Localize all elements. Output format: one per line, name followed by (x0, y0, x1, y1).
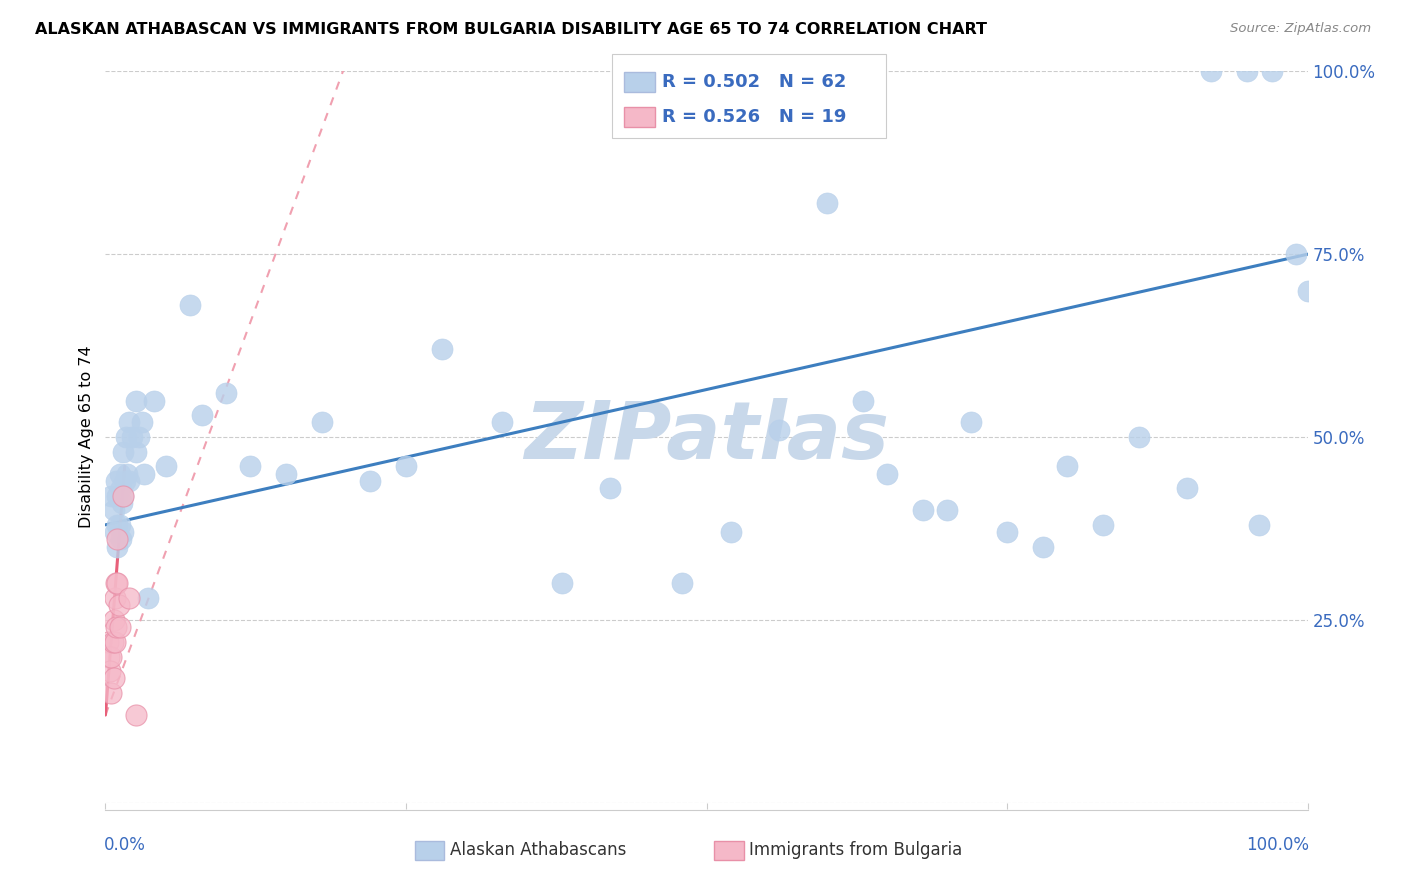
Point (107, 533, 129, 547)
Point (100, 686, 122, 700)
Point (1249, 517, 1271, 532)
Point (491, 416, 513, 430)
Point (100, 649, 122, 664)
Text: R = 0.502   N = 62: R = 0.502 N = 62 (662, 73, 846, 91)
Point (239, 459, 262, 474)
Point (112, 525, 135, 540)
Point (115, 467, 138, 481)
Point (936, 503, 959, 517)
Point (107, 540, 129, 554)
Point (599, 481, 621, 495)
Point (214, 386, 236, 401)
Point (131, 416, 153, 430)
Text: R = 0.526   N = 19: R = 0.526 N = 19 (662, 108, 846, 126)
Point (110, 481, 132, 495)
Point (1092, 517, 1115, 532)
Point (395, 459, 418, 474)
Point (112, 444, 135, 458)
Point (179, 298, 201, 312)
Point (911, 503, 934, 517)
Point (1056, 459, 1078, 474)
Point (1175, 481, 1198, 495)
Point (112, 489, 135, 503)
Point (108, 467, 131, 481)
Point (98, 649, 121, 664)
Point (136, 591, 159, 605)
Point (112, 489, 135, 503)
Point (720, 525, 742, 540)
Point (107, 517, 129, 532)
Text: 0.0%: 0.0% (104, 836, 146, 854)
Point (142, 393, 165, 408)
Text: ZIPatlas: ZIPatlas (524, 398, 889, 476)
Text: Source: ZipAtlas.com: Source: ZipAtlas.com (1230, 22, 1371, 36)
Point (960, 416, 983, 430)
Point (108, 620, 131, 634)
Y-axis label: Disability Age 65 to 74: Disability Age 65 to 74 (79, 346, 94, 528)
Point (103, 503, 125, 517)
Point (103, 672, 125, 686)
Point (115, 430, 138, 444)
Point (124, 708, 146, 723)
Point (111, 496, 134, 510)
Point (155, 459, 177, 474)
Point (104, 591, 127, 605)
Point (107, 489, 129, 503)
Point (1201, 64, 1223, 78)
Point (1296, 284, 1319, 298)
Point (274, 467, 297, 481)
Point (128, 430, 150, 444)
Point (104, 635, 127, 649)
Point (190, 408, 212, 422)
Point (105, 620, 128, 634)
Point (107, 599, 129, 613)
Point (876, 467, 898, 481)
Text: 100.0%: 100.0% (1246, 836, 1309, 854)
Point (118, 591, 141, 605)
Point (103, 613, 125, 627)
Point (124, 393, 146, 408)
Point (121, 430, 143, 444)
Point (110, 533, 132, 547)
Point (311, 416, 333, 430)
Point (132, 467, 155, 481)
Point (98, 664, 121, 678)
Point (101, 635, 124, 649)
Point (100, 489, 122, 503)
Point (815, 196, 838, 211)
Point (114, 474, 136, 488)
Point (108, 517, 131, 532)
Point (124, 444, 146, 458)
Point (1260, 64, 1282, 78)
Text: Alaskan Athabascans: Alaskan Athabascans (450, 841, 626, 859)
Text: ALASKAN ATHABASCAN VS IMMIGRANTS FROM BULGARIA DISABILITY AGE 65 TO 74 CORRELATI: ALASKAN ATHABASCAN VS IMMIGRANTS FROM BU… (35, 22, 987, 37)
Point (1032, 540, 1054, 554)
Point (1236, 64, 1258, 78)
Point (1284, 247, 1306, 261)
Point (107, 576, 129, 591)
Point (852, 393, 875, 408)
Point (97, 635, 120, 649)
Point (995, 525, 1018, 540)
Point (359, 474, 381, 488)
Point (551, 576, 574, 591)
Point (118, 474, 141, 488)
Point (104, 525, 127, 540)
Point (1128, 430, 1150, 444)
Point (105, 474, 128, 488)
Point (671, 576, 693, 591)
Point (105, 576, 128, 591)
Text: Immigrants from Bulgaria: Immigrants from Bulgaria (749, 841, 963, 859)
Point (118, 416, 141, 430)
Point (768, 423, 790, 437)
Point (430, 343, 453, 357)
